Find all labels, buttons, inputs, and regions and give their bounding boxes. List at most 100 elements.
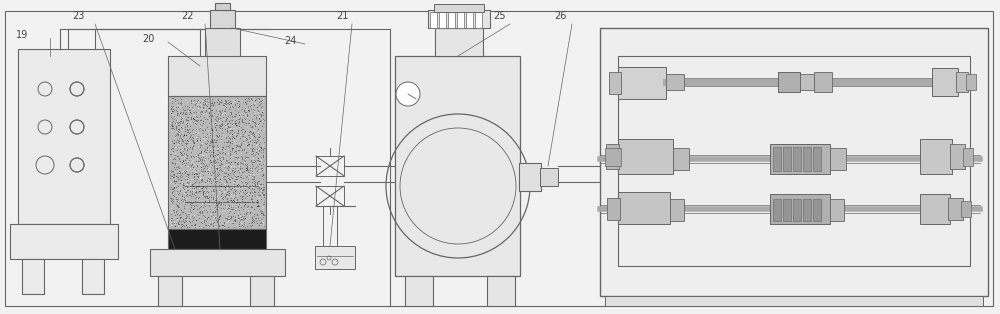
Text: 21: 21 <box>336 11 348 21</box>
Point <box>213 105 229 110</box>
Point <box>164 99 180 104</box>
Point <box>252 157 268 162</box>
Point <box>218 178 234 183</box>
Point <box>201 121 217 126</box>
Point <box>218 96 234 101</box>
Point <box>233 161 249 166</box>
Point <box>173 150 189 155</box>
Point <box>168 179 184 184</box>
Point <box>185 187 201 192</box>
Point <box>224 130 240 135</box>
Point <box>215 174 231 179</box>
Point <box>174 142 190 147</box>
Point <box>184 182 200 187</box>
Point <box>222 167 238 172</box>
Point <box>197 126 213 131</box>
Point <box>205 221 221 226</box>
Point <box>186 140 202 145</box>
Point <box>251 114 267 119</box>
Point <box>176 187 192 192</box>
Point <box>165 207 181 212</box>
Point <box>255 172 271 177</box>
Point <box>176 200 192 205</box>
Point <box>162 176 178 181</box>
Point <box>225 176 241 181</box>
Point <box>167 178 183 183</box>
Point <box>169 138 185 143</box>
Point <box>209 166 225 171</box>
Point <box>228 122 244 127</box>
Point <box>231 211 247 216</box>
Point <box>240 170 256 175</box>
Point <box>216 173 232 178</box>
Point <box>244 123 260 128</box>
Bar <box>803 199 811 221</box>
Point <box>174 136 190 141</box>
Point <box>229 196 245 201</box>
Point <box>194 156 210 161</box>
Point <box>189 137 205 142</box>
Point <box>175 119 191 124</box>
Point <box>226 176 242 181</box>
Point <box>229 176 245 181</box>
Point <box>202 141 218 146</box>
Point <box>170 129 186 134</box>
Point <box>255 208 271 213</box>
Point <box>197 191 213 196</box>
Point <box>209 181 225 186</box>
Point <box>204 163 220 168</box>
Point <box>175 152 191 157</box>
Point <box>232 213 248 218</box>
Point <box>230 161 246 166</box>
Point <box>170 203 186 208</box>
Point <box>221 100 237 105</box>
Point <box>194 157 210 162</box>
Point <box>187 102 203 107</box>
Point <box>196 160 212 165</box>
Point <box>199 183 215 188</box>
Point <box>237 209 253 214</box>
Point <box>246 214 262 219</box>
Point <box>244 192 260 197</box>
Point <box>249 198 265 203</box>
Point <box>163 114 179 119</box>
Point <box>188 224 204 229</box>
Point <box>235 224 251 229</box>
Point <box>202 131 218 136</box>
Point <box>253 181 269 186</box>
Point <box>173 208 189 213</box>
Point <box>196 181 212 187</box>
Point <box>175 158 191 163</box>
Point <box>199 189 215 194</box>
Point <box>221 106 237 111</box>
Point <box>193 168 209 173</box>
Point <box>207 195 223 200</box>
Point <box>251 103 267 108</box>
Point <box>167 166 183 171</box>
Point <box>192 211 208 216</box>
Point <box>234 187 250 192</box>
Point <box>195 188 211 193</box>
Point <box>179 214 195 219</box>
Point <box>229 174 245 179</box>
Point <box>191 224 207 229</box>
Point <box>225 193 241 198</box>
Point <box>190 129 206 134</box>
Point <box>198 134 214 139</box>
Point <box>208 164 224 169</box>
Point <box>246 106 262 111</box>
Point <box>251 144 267 149</box>
Point <box>188 190 204 195</box>
Point <box>186 171 202 176</box>
Point <box>207 181 223 186</box>
Point <box>185 187 201 192</box>
Point <box>248 142 264 147</box>
Point <box>179 194 195 199</box>
Point <box>183 111 199 116</box>
Point <box>169 145 185 150</box>
Point <box>183 115 199 120</box>
Point <box>218 134 234 139</box>
Point <box>255 96 271 101</box>
Point <box>225 217 241 222</box>
Point <box>165 186 181 191</box>
